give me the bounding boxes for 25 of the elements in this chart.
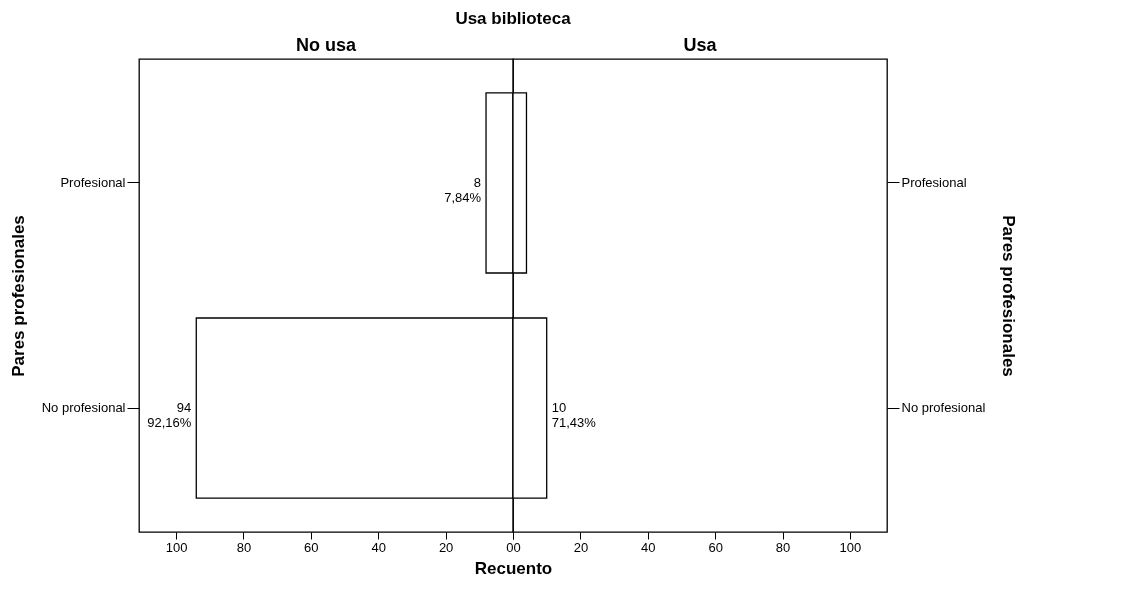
x-tick-label: 80 <box>775 539 791 555</box>
x-tick-label: 60 <box>708 539 723 555</box>
x-axis-title: Recuento <box>474 558 553 578</box>
data-label: 8 7,84% <box>444 174 482 205</box>
x-tick-label: 0 <box>513 539 521 555</box>
y-tick-label: No profesional <box>901 400 986 416</box>
x-tick-label: 100 <box>165 539 188 555</box>
y2-axis-title: Pares profesionales <box>999 215 1019 377</box>
data-label: 10 71,43% <box>551 400 597 431</box>
x-tick-label: 60 <box>304 539 319 555</box>
chart-title: No usa <box>295 35 357 55</box>
x-tick-label: 100 <box>839 539 862 555</box>
text: Usa biblioteca <box>455 9 572 29</box>
chart-title: Usa <box>683 35 718 55</box>
x-tick-label: 40 <box>371 539 386 555</box>
y-tick-label: Profesional <box>901 174 967 190</box>
data-label: 94 92,16% <box>147 400 192 431</box>
x-tick-label: 80 <box>236 539 252 555</box>
y-tick-label: No profesional <box>41 400 126 416</box>
x-tick-label: 20 <box>438 539 454 555</box>
x-tick-label: 40 <box>641 539 656 555</box>
y-tick-label: Profesional <box>60 174 126 190</box>
x-tick-label: 20 <box>573 539 589 555</box>
y-axis-title: Pares profesionales <box>8 215 28 377</box>
x-tick-label: 0 <box>506 539 514 555</box>
